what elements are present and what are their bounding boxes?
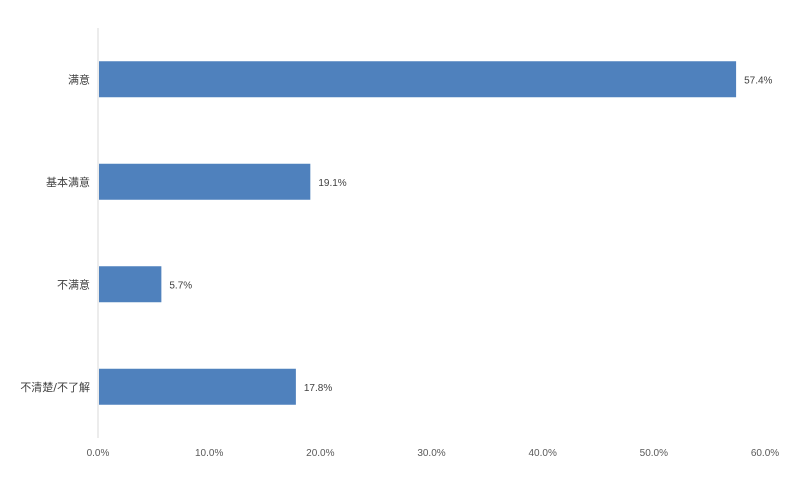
data-label-2: 5.7%	[169, 280, 192, 291]
data-label-0: 57.4%	[744, 75, 772, 86]
x-tick-label-2: 20.0%	[306, 448, 334, 459]
x-tick-label-6: 60.0%	[751, 448, 779, 459]
x-tick-label-1: 10.0%	[195, 448, 223, 459]
category-label-2: 不满意	[57, 277, 90, 291]
category-label-0: 满意	[68, 72, 90, 86]
bar-0	[99, 61, 737, 98]
x-tick-label-5: 50.0%	[640, 448, 668, 459]
data-label-3: 17.8%	[304, 383, 332, 394]
bars-group	[99, 61, 737, 405]
data-label-1: 19.1%	[318, 178, 346, 189]
x-tick-labels-group: 0.0% 10.0% 20.0% 30.0% 40.0% 50.0% 60.0%	[87, 448, 780, 459]
x-tick-label-4: 40.0%	[528, 448, 556, 459]
category-label-1: 基本满意	[46, 175, 90, 189]
x-tick-label-0: 0.0%	[87, 448, 110, 459]
data-labels-group: 57.4% 19.1% 5.7% 17.8%	[169, 75, 772, 394]
category-label-3: 不清楚/不了解	[20, 380, 90, 394]
bar-3	[99, 368, 296, 405]
bar-2	[99, 266, 162, 303]
bar-1	[99, 163, 311, 200]
x-tick-label-3: 30.0%	[417, 448, 445, 459]
